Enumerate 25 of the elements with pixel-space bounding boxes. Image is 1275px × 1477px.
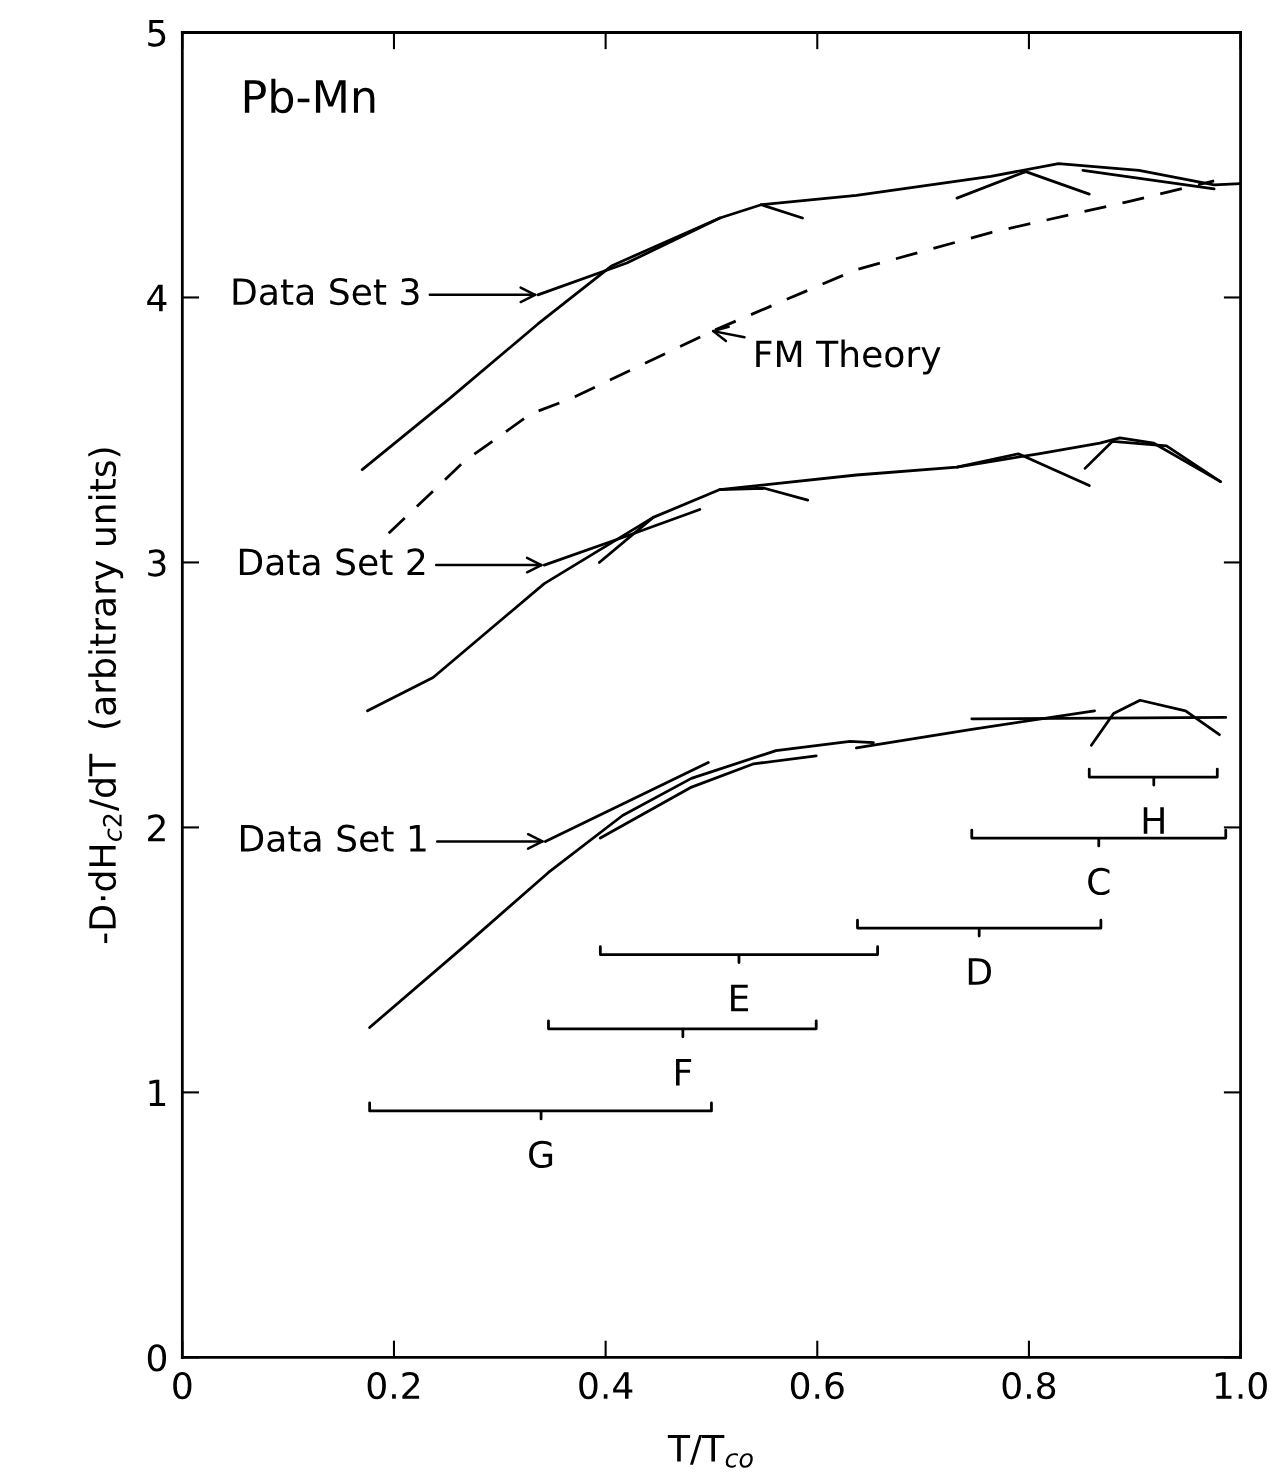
- x-tick-label: 0.8: [1002, 1371, 1056, 1400]
- x-tick-label: 0: [173, 1371, 192, 1400]
- annotation: Data Set 2: [239, 548, 425, 576]
- x-tick-label: 0.2: [367, 1371, 420, 1400]
- annotation: C: [1088, 867, 1110, 896]
- annotation: H: [1143, 807, 1164, 834]
- annotation: E: [731, 984, 749, 1012]
- annotation: G: [529, 1140, 553, 1169]
- x-axis-title: T/T$_{co}$: [667, 1435, 753, 1468]
- annotation: Data Set 1: [240, 824, 426, 852]
- x-tick-label: 0.4: [579, 1371, 633, 1400]
- y-tick-label: 1: [149, 1079, 166, 1107]
- x-tick-label: 0.6: [790, 1371, 844, 1400]
- y-axis-title: -D·dH$_{c2}$/dT (arbitrary units): [88, 448, 124, 944]
- annotation: Data Set 3: [233, 277, 419, 306]
- annotation: FM Theory: [756, 339, 941, 375]
- x-tick-label: 1.0: [1215, 1371, 1267, 1400]
- annotation: F: [676, 1059, 692, 1086]
- y-tick-label: 3: [148, 549, 166, 577]
- text: Pb-Mn: [244, 78, 375, 114]
- y-tick-label: 0: [147, 1344, 167, 1372]
- y-tick-label: 5: [148, 19, 166, 47]
- y-tick-label: 4: [147, 284, 167, 312]
- annotation: D: [968, 958, 991, 985]
- y-tick-label: 2: [148, 814, 165, 842]
